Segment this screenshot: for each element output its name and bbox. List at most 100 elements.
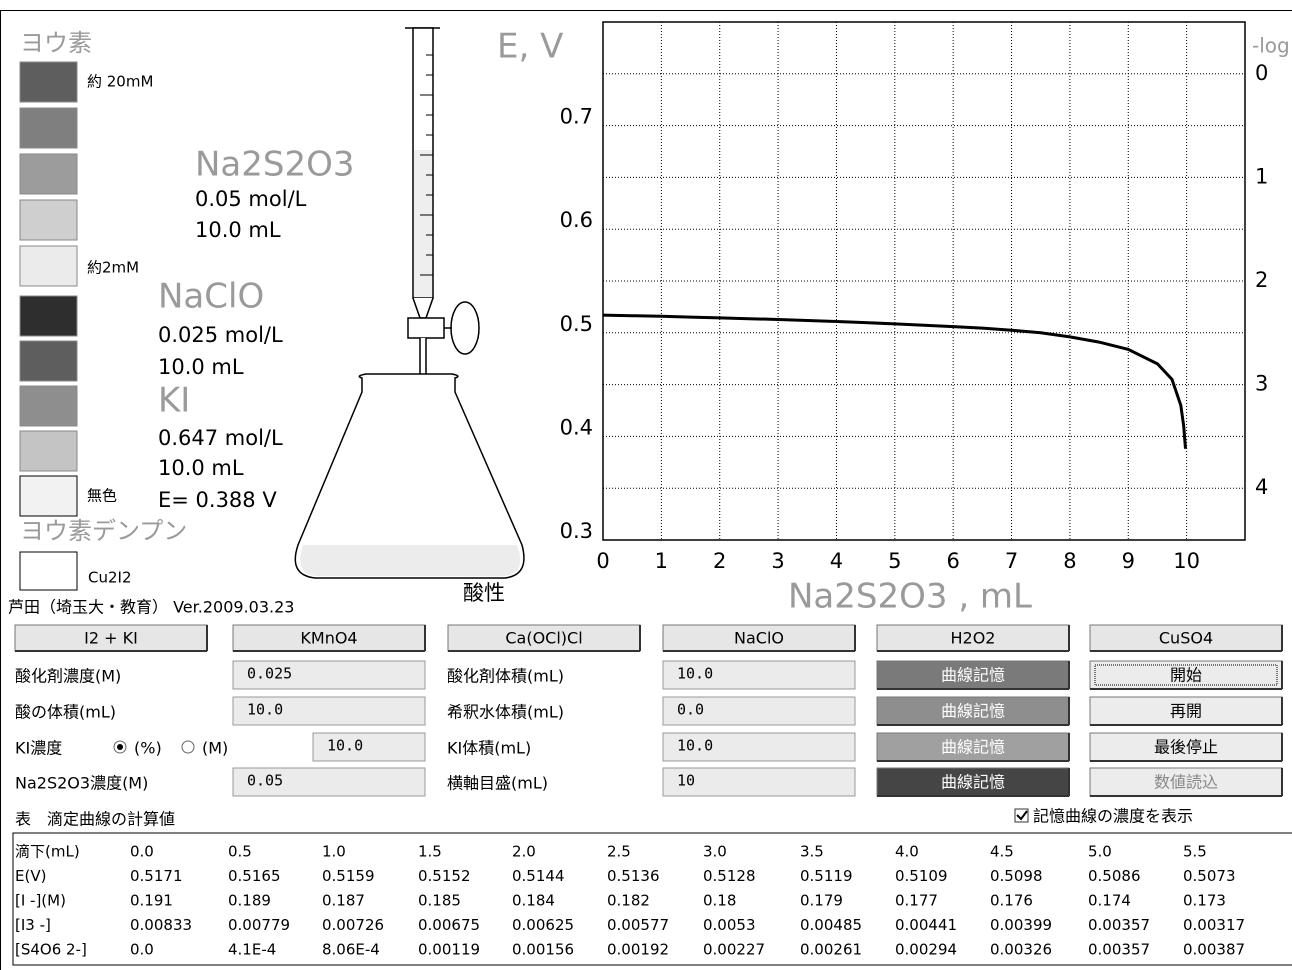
swatch-label: 無色 — [87, 487, 117, 505]
potential-readout: E= 0.388 V — [158, 488, 277, 512]
table-cell: 0.00485 — [800, 916, 862, 934]
oxidant-button-label: I2 + KI — [84, 629, 138, 648]
reagent-conc: 0.025 mol/L — [158, 323, 283, 347]
input-field[interactable] — [232, 696, 426, 726]
x-axis-label: Na2S2O3 , mL — [788, 577, 1032, 617]
x-tick-label: 6 — [946, 549, 959, 573]
y-tick-label: 0.4 — [560, 415, 593, 439]
y2-tick-label: 1 — [1255, 164, 1268, 188]
starch-swatch — [19, 475, 78, 517]
action-button-label: 再開 — [1170, 702, 1202, 721]
table-cell: 0.191 — [130, 892, 173, 910]
row-header: [I -](M) — [15, 892, 66, 910]
memory-button-label: 曲線記憶 — [941, 738, 1005, 757]
x-tick-label: 9 — [1122, 549, 1135, 573]
oxidant-button-label: KMnO4 — [300, 629, 357, 648]
memory-button[interactable] — [876, 732, 1070, 762]
input-field[interactable] — [312, 732, 426, 762]
input-value: 10.0 — [327, 737, 363, 755]
table-cell: 0.5171 — [130, 867, 183, 885]
action-button-label: 数値読込 — [1154, 773, 1218, 792]
starch-title: ヨウ素デンプン — [20, 517, 187, 545]
table-cell: 0.00833 — [130, 916, 192, 934]
y2-tick-label: 3 — [1255, 372, 1268, 396]
table-cell: 0.00192 — [607, 941, 669, 959]
table-cell: 0.5109 — [895, 867, 948, 885]
cu-swatch — [19, 551, 78, 591]
memory-button-label: 曲線記憶 — [941, 702, 1005, 721]
input-value: 0.0 — [677, 701, 704, 719]
reagent-name: KI — [158, 381, 190, 421]
x-tick-label: 0 — [596, 549, 609, 573]
table-cell: 0.5152 — [418, 867, 471, 885]
table-cell: 0.177 — [895, 892, 938, 910]
input-field[interactable] — [662, 696, 856, 726]
table-cell: 0.5144 — [512, 867, 565, 885]
input-value: 10 — [677, 772, 695, 790]
action-button-label: 最後停止 — [1154, 738, 1218, 757]
memory-button[interactable] — [876, 660, 1070, 690]
oxidant-button[interactable] — [876, 624, 1070, 652]
table-cell: 3.5 — [800, 843, 824, 861]
table-cell: 0.00441 — [895, 916, 957, 934]
table-cell: 0.0 — [130, 843, 154, 861]
input-value: 10.0 — [247, 701, 283, 719]
checkbox[interactable] — [1014, 808, 1029, 823]
table-cell: 0.176 — [990, 892, 1033, 910]
field-label: 希釈水体積(mL) — [447, 703, 564, 722]
checkbox-label: 記憶曲線の濃度を表示 — [1033, 807, 1193, 826]
reagent-volume: 10.0 mL — [195, 218, 281, 242]
table-cell: 0.00726 — [322, 916, 384, 934]
input-field[interactable] — [662, 660, 856, 690]
table-cell: 0.00779 — [228, 916, 290, 934]
table-cell: 0.00357 — [1088, 941, 1150, 959]
input-field[interactable] — [662, 767, 856, 797]
x-tick-label: 7 — [1005, 549, 1018, 573]
reagent-name: Na2S2O3 — [195, 145, 355, 185]
table-cell: 0.00625 — [512, 916, 574, 934]
table-cell: 0.182 — [607, 892, 650, 910]
y-tick-label: 0.3 — [560, 519, 593, 543]
swatch-label: 約2mM — [87, 259, 139, 277]
table-cell: 0.00675 — [418, 916, 480, 934]
credit: 芦田（埼玉大・教育） Ver.2009.03.23 — [8, 598, 294, 617]
table-cell: 5.0 — [1088, 843, 1112, 861]
table-cell: 0.184 — [512, 892, 555, 910]
starch-swatch — [19, 340, 78, 382]
swatch-label: Cu2I2 — [88, 569, 132, 587]
input-value: 0.05 — [247, 772, 283, 790]
memory-button-label: 曲線記憶 — [941, 773, 1005, 792]
x-tick-label: 1 — [655, 549, 668, 573]
reagent-volume: 10.0 mL — [158, 355, 244, 379]
input-field[interactable] — [662, 732, 856, 762]
table-cell: 0.5119 — [800, 867, 853, 885]
oxidant-button-label: H2O2 — [951, 629, 996, 648]
table-cell: 0.18 — [703, 892, 736, 910]
oxidant-button[interactable] — [232, 624, 426, 652]
y-tick-label: 0.7 — [560, 105, 593, 129]
starch-swatch — [19, 295, 78, 337]
memory-button[interactable] — [876, 696, 1070, 726]
table-cell: 0.174 — [1088, 892, 1131, 910]
table-cell: 2.0 — [512, 843, 536, 861]
iodine-swatch — [19, 107, 78, 149]
iodine-swatch — [19, 199, 78, 241]
y-tick-label: 0.6 — [560, 208, 593, 232]
table-cell: 0.00119 — [418, 941, 480, 959]
iodine-swatch — [19, 153, 78, 195]
action-button[interactable] — [1089, 696, 1283, 726]
input-field[interactable] — [232, 767, 426, 797]
field-label: KI濃度 — [15, 739, 62, 758]
input-field[interactable] — [232, 660, 426, 690]
oxidant-button[interactable] — [1089, 624, 1283, 652]
memory-button[interactable] — [876, 767, 1070, 797]
reagent-conc: 0.647 mol/L — [158, 426, 283, 450]
burette-scale — [420, 54, 433, 276]
table-cell: 0.5073 — [1183, 867, 1236, 885]
radio-button[interactable] — [181, 740, 195, 754]
table-cell: 0.5098 — [990, 867, 1043, 885]
iodine-swatch — [19, 61, 78, 103]
oxidant-button-label: NaClO — [734, 629, 784, 648]
table-cell: 0.00357 — [1088, 916, 1150, 934]
